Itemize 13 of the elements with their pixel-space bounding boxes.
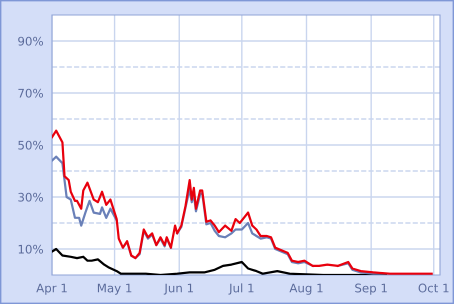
x-tick-label: Jul 1 bbox=[228, 283, 254, 295]
x-tick-label: Apr 1 bbox=[36, 284, 67, 295]
y-tick-label: 30% bbox=[18, 192, 44, 202]
line-series bbox=[52, 130, 433, 275]
y-tick-label: 90% bbox=[18, 36, 44, 46]
x-tick-label: Aug 1 bbox=[289, 284, 323, 295]
x-tick-label: May 1 bbox=[98, 284, 132, 295]
x-tick-label: Jun 1 bbox=[164, 284, 194, 295]
y-tick-label: 10% bbox=[18, 244, 44, 254]
x-tick-label: Oct 1 bbox=[418, 284, 448, 292]
y-tick-label: 70% bbox=[18, 88, 44, 98]
x-tick-label: Sep 1 bbox=[355, 284, 387, 295]
y-tick-label: 50% bbox=[18, 140, 44, 150]
